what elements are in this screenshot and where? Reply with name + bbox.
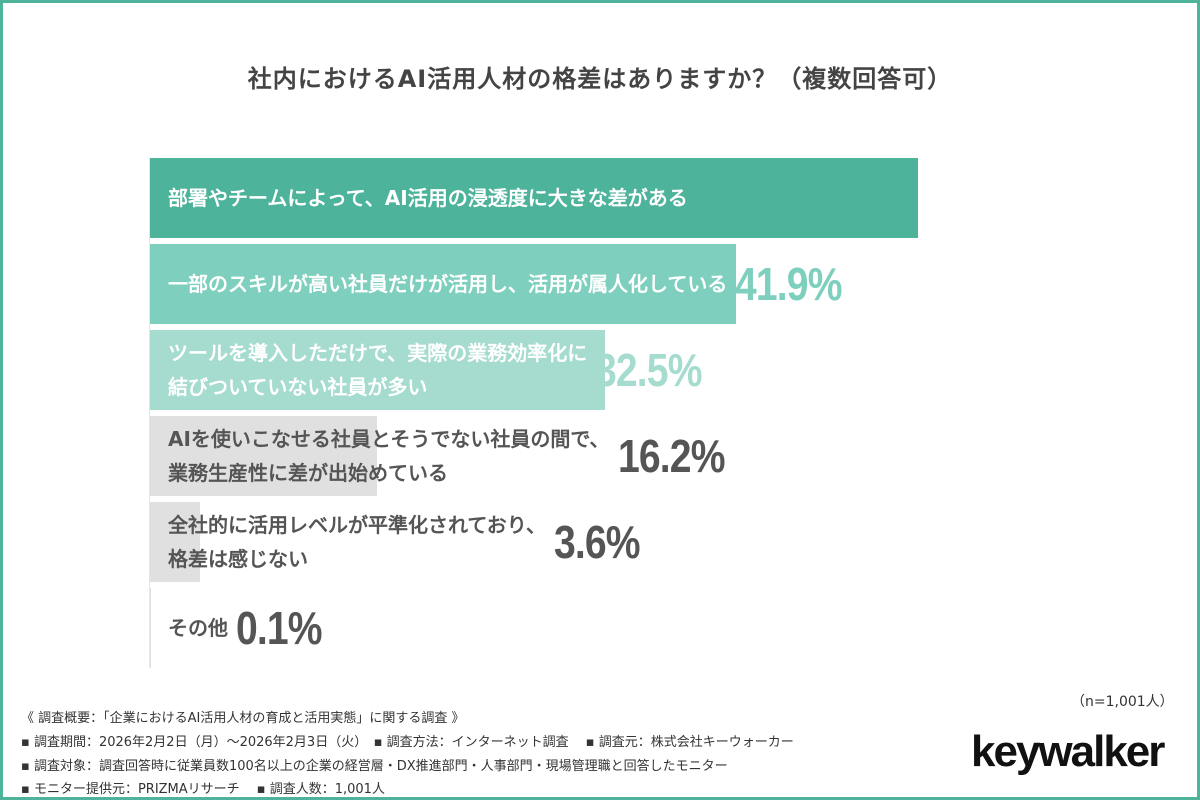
bar-label-group: ツールを導入しただけで、実際の業務効率化に 結びついていない社員が多い 32.5% — [168, 330, 721, 410]
bar-row: 部署やチームによって、AI活用の浸透度に大きな差がある 54.9% — [150, 158, 1150, 238]
value-label: 54.9% — [695, 172, 803, 224]
bar — [150, 416, 377, 496]
axis-line — [149, 158, 150, 668]
category-label-line: 格差は感じない — [168, 547, 308, 571]
bar-label-group: 一部のスキルが高い社員だけが活用し、活用が属人化している 41.9% — [168, 244, 861, 324]
category-label: 部署やチームによって、AI活用の浸透度に大きな差がある — [168, 181, 688, 215]
bar-label-group: その他 0.1% — [168, 588, 337, 668]
category-label: 一部のスキルが高い社員だけが活用し、活用が属人化している — [168, 267, 727, 301]
bar-row: その他 0.1% — [150, 588, 1150, 668]
category-label: ツールを導入しただけで、実際の業務効率化に 結びついていない社員が多い — [168, 336, 587, 404]
survey-details-3: ▪ モニター提供元：PRIZMAリサーチ ▪ 調査人数：1,001人 — [21, 782, 385, 797]
value-label: 0.1% — [236, 602, 323, 654]
survey-details-1: ▪ 調査期間：2026年2月2日（月）〜2026年2月3日（火） ▪ 調査方法：… — [21, 735, 794, 750]
category-label-line: 全社的に活用レベルが平準化されており、 — [168, 513, 546, 537]
bar-label-group: 全社的に活用レベルが平準化されており、 格差は感じない 3.6% — [168, 502, 655, 582]
bar-row: 一部のスキルが高い社員だけが活用し、活用が属人化している 41.9% — [150, 244, 1150, 324]
value-label: 3.6% — [554, 516, 641, 568]
value-label: 32.5% — [595, 344, 702, 396]
bar-label-group: 部署やチームによって、AI活用の浸透度に大きな差がある 54.9% — [168, 158, 821, 238]
bar — [150, 588, 152, 668]
category-label-line: 一部のスキルが高い社員だけが活用し、活用が属人化している — [168, 272, 728, 296]
bar — [150, 158, 918, 238]
chart-title: 社内におけるAI活用人材の格差はありますか？（複数回答可） — [247, 65, 953, 93]
bar — [150, 244, 737, 324]
bar-label-group: AIを使いこなせる社員とそうでない社員の間で、 業務生産性に差が出始めている 16.… — [168, 416, 743, 496]
sample-size: （n=1,001人） — [1071, 694, 1174, 710]
bar — [150, 330, 605, 410]
bar — [150, 502, 201, 582]
survey-details-2: ▪ 調査対象：調査回答時に従業員数100名以上の企業の経営層・DX推進部門・人事… — [21, 759, 728, 774]
category-label-line: AIを使いこなせる社員とそうでない社員の間で、 — [168, 427, 610, 451]
value-label: 41.9% — [735, 258, 843, 310]
category-label-line: 業務生産性に差が出始めている — [168, 461, 448, 485]
bar-row: ツールを導入しただけで、実際の業務効率化に 結びついていない社員が多い 32.5% — [150, 330, 1150, 410]
survey-summary: 《 調査概要：「企業におけるAI活用人材の育成と活用実態」に関する調査 》 — [21, 711, 465, 726]
category-label-line: ツールを導入しただけで、実際の業務効率化に — [168, 341, 588, 365]
category-label-line: その他 — [168, 616, 228, 640]
bar-row: AIを使いこなせる社員とそうでない社員の間で、 業務生産性に差が出始めている 16.… — [150, 416, 1150, 496]
value-label: 16.2% — [617, 430, 725, 482]
category-label-line: 部署やチームによって、AI活用の浸透度に大きな差がある — [168, 186, 688, 210]
category-label: その他 — [168, 611, 228, 645]
category-label: 全社的に活用レベルが平準化されており、 格差は感じない — [168, 508, 546, 576]
bar-row: 全社的に活用レベルが平準化されており、 格差は感じない 3.6% — [150, 502, 1150, 582]
category-label-line: 結びついていない社員が多い — [168, 375, 428, 399]
keywalker-logo: keywalker — [971, 727, 1165, 776]
category-label: AIを使いこなせる社員とそうでない社員の間で、 業務生産性に差が出始めている — [168, 422, 610, 490]
